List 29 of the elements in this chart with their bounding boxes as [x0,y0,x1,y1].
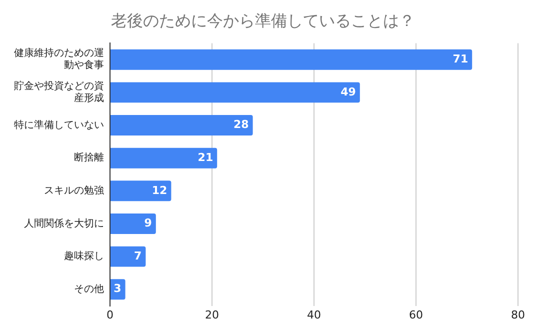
bar [110,49,472,70]
bar [110,148,218,168]
chart-title: 老後のために今から準備していることは？ [111,10,415,30]
x-tick-label: 40 [307,308,321,322]
data-label: 12 [152,184,168,197]
bar [110,115,253,136]
data-label: 49 [340,85,356,98]
data-label: 3 [114,282,122,296]
y-tick-label: 断捨離 [74,152,104,164]
x-tick-label: 0 [106,308,114,322]
y-tick-label: 健康維持のための運動や食事 [14,47,104,72]
bar [110,82,360,103]
bar [110,180,172,202]
data-label: 7 [134,249,142,262]
data-label: 21 [198,150,214,164]
data-label: 71 [452,52,468,66]
y-tick-label: スキルの勉強 [44,184,104,197]
y-tick-label: 貯金や投資などの資産形成 [14,80,104,104]
y-tick-label: 特に準備していない [14,118,104,131]
data-label: 28 [233,118,249,132]
x-tick-label: 80 [511,308,525,322]
x-tick-label: 20 [205,308,219,322]
bar [110,246,146,267]
y-tick-label: 趣味探し [64,250,104,262]
data-label: 9 [144,216,152,230]
y-tick-label: 人間関係を大切に [24,217,104,230]
x-tick-label: 60 [409,308,423,322]
y-tick-label: その他 [74,282,104,295]
bar [110,213,156,234]
